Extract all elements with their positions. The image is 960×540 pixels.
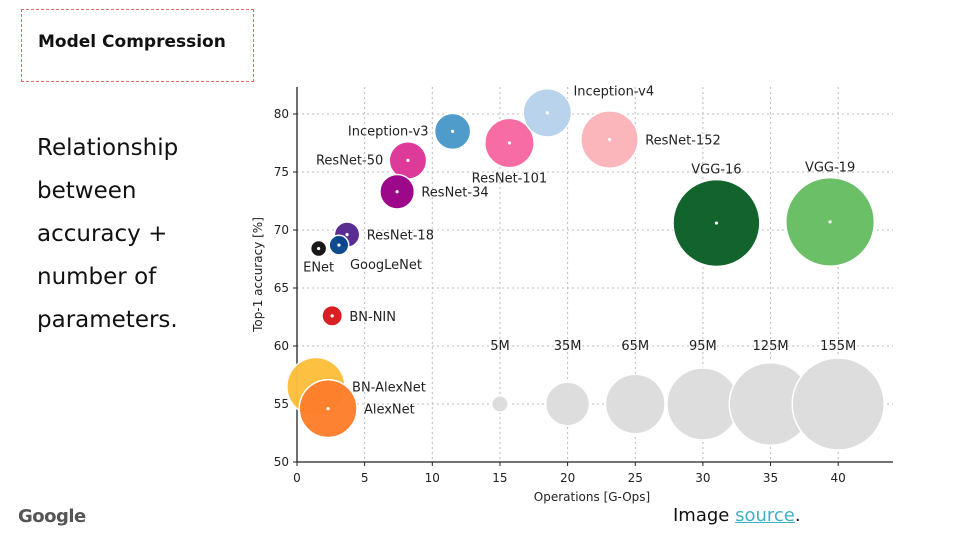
x-tick-label: 0 <box>293 471 301 485</box>
x-tick-label: 25 <box>628 471 643 485</box>
y-axis-title: Top-1 accuracy [%] <box>251 217 265 333</box>
model-center-dot <box>828 220 832 224</box>
model-label: GoogLeNet <box>350 258 422 273</box>
model-center-dot <box>714 221 719 225</box>
y-tick-label: 55 <box>274 397 289 411</box>
size-legend-label: 155M <box>820 339 856 354</box>
size-legend-bubble <box>490 394 509 414</box>
model-label: ResNet-101 <box>472 172 548 187</box>
size-legend-label: 65M <box>621 339 649 354</box>
description-line: number of <box>37 264 157 290</box>
y-tick-label: 50 <box>274 455 289 469</box>
model-label: ENet <box>303 261 334 276</box>
model-center-dot <box>326 407 330 411</box>
model-label: BN-NIN <box>349 310 396 325</box>
model-center-dot <box>395 190 399 194</box>
model-label: ResNet-50 <box>316 153 383 168</box>
model-center-dot <box>450 129 455 133</box>
x-tick-label: 15 <box>492 471 507 485</box>
description-line: Relationship <box>37 135 179 161</box>
x-tick-label: 20 <box>560 471 575 485</box>
y-tick-label: 75 <box>274 165 289 179</box>
slide-description: Relationship between accuracy + number o… <box>37 127 237 342</box>
description-line: parameters. <box>37 307 178 333</box>
y-tick-label: 60 <box>274 339 289 353</box>
y-tick-label: 80 <box>274 107 289 121</box>
credit-prefix: Image <box>673 505 736 526</box>
description-line: between <box>37 178 137 204</box>
model-label: Inception-v3 <box>348 124 429 139</box>
google-logo: Google <box>18 506 86 527</box>
source-link[interactable]: source <box>735 505 795 526</box>
credit-suffix: . <box>794 505 801 526</box>
model-label: VGG-19 <box>805 161 855 176</box>
size-legend-label: 5M <box>490 339 510 354</box>
x-tick-label: 5 <box>361 471 369 485</box>
size-legend-bubble <box>604 373 666 435</box>
model-label: ResNet-34 <box>421 186 488 201</box>
x-tick-label: 10 <box>425 471 440 485</box>
size-legend-label: 95M <box>689 339 717 354</box>
model-label: ResNet-152 <box>645 134 721 149</box>
model-label: BN-AlexNet <box>352 381 426 396</box>
model-label: Inception-v4 <box>573 85 654 100</box>
size-legend-bubble <box>666 367 740 441</box>
x-tick-label: 30 <box>695 471 710 485</box>
model-label: VGG-16 <box>691 163 741 178</box>
description-line: accuracy + <box>37 221 168 247</box>
y-tick-label: 65 <box>274 281 289 295</box>
image-credit: Image source. <box>673 505 801 526</box>
model-label: AlexNet <box>364 403 415 418</box>
size-legend-bubble <box>544 381 591 427</box>
title-box: Model Compression <box>21 9 254 82</box>
model-center-dot <box>507 141 512 145</box>
x-tick-label: 40 <box>831 471 846 485</box>
x-axis-title: Operations [G-Ops] <box>534 490 650 504</box>
model-label: ResNet-18 <box>367 229 434 244</box>
slide-title: Model Compression <box>38 32 226 52</box>
size-legend-label: 35M <box>554 339 582 354</box>
x-tick-label: 35 <box>763 471 778 485</box>
model-center-dot <box>345 233 349 237</box>
model-center-dot <box>337 243 341 247</box>
model-center-dot <box>406 158 410 162</box>
model-center-dot <box>330 314 334 318</box>
size-legend-bubble <box>791 357 885 451</box>
size-legend-label: 125M <box>753 339 789 354</box>
model-center-dot <box>317 246 321 251</box>
model-center-dot <box>545 111 549 115</box>
model-center-dot <box>607 137 612 142</box>
y-tick-label: 70 <box>274 223 289 237</box>
